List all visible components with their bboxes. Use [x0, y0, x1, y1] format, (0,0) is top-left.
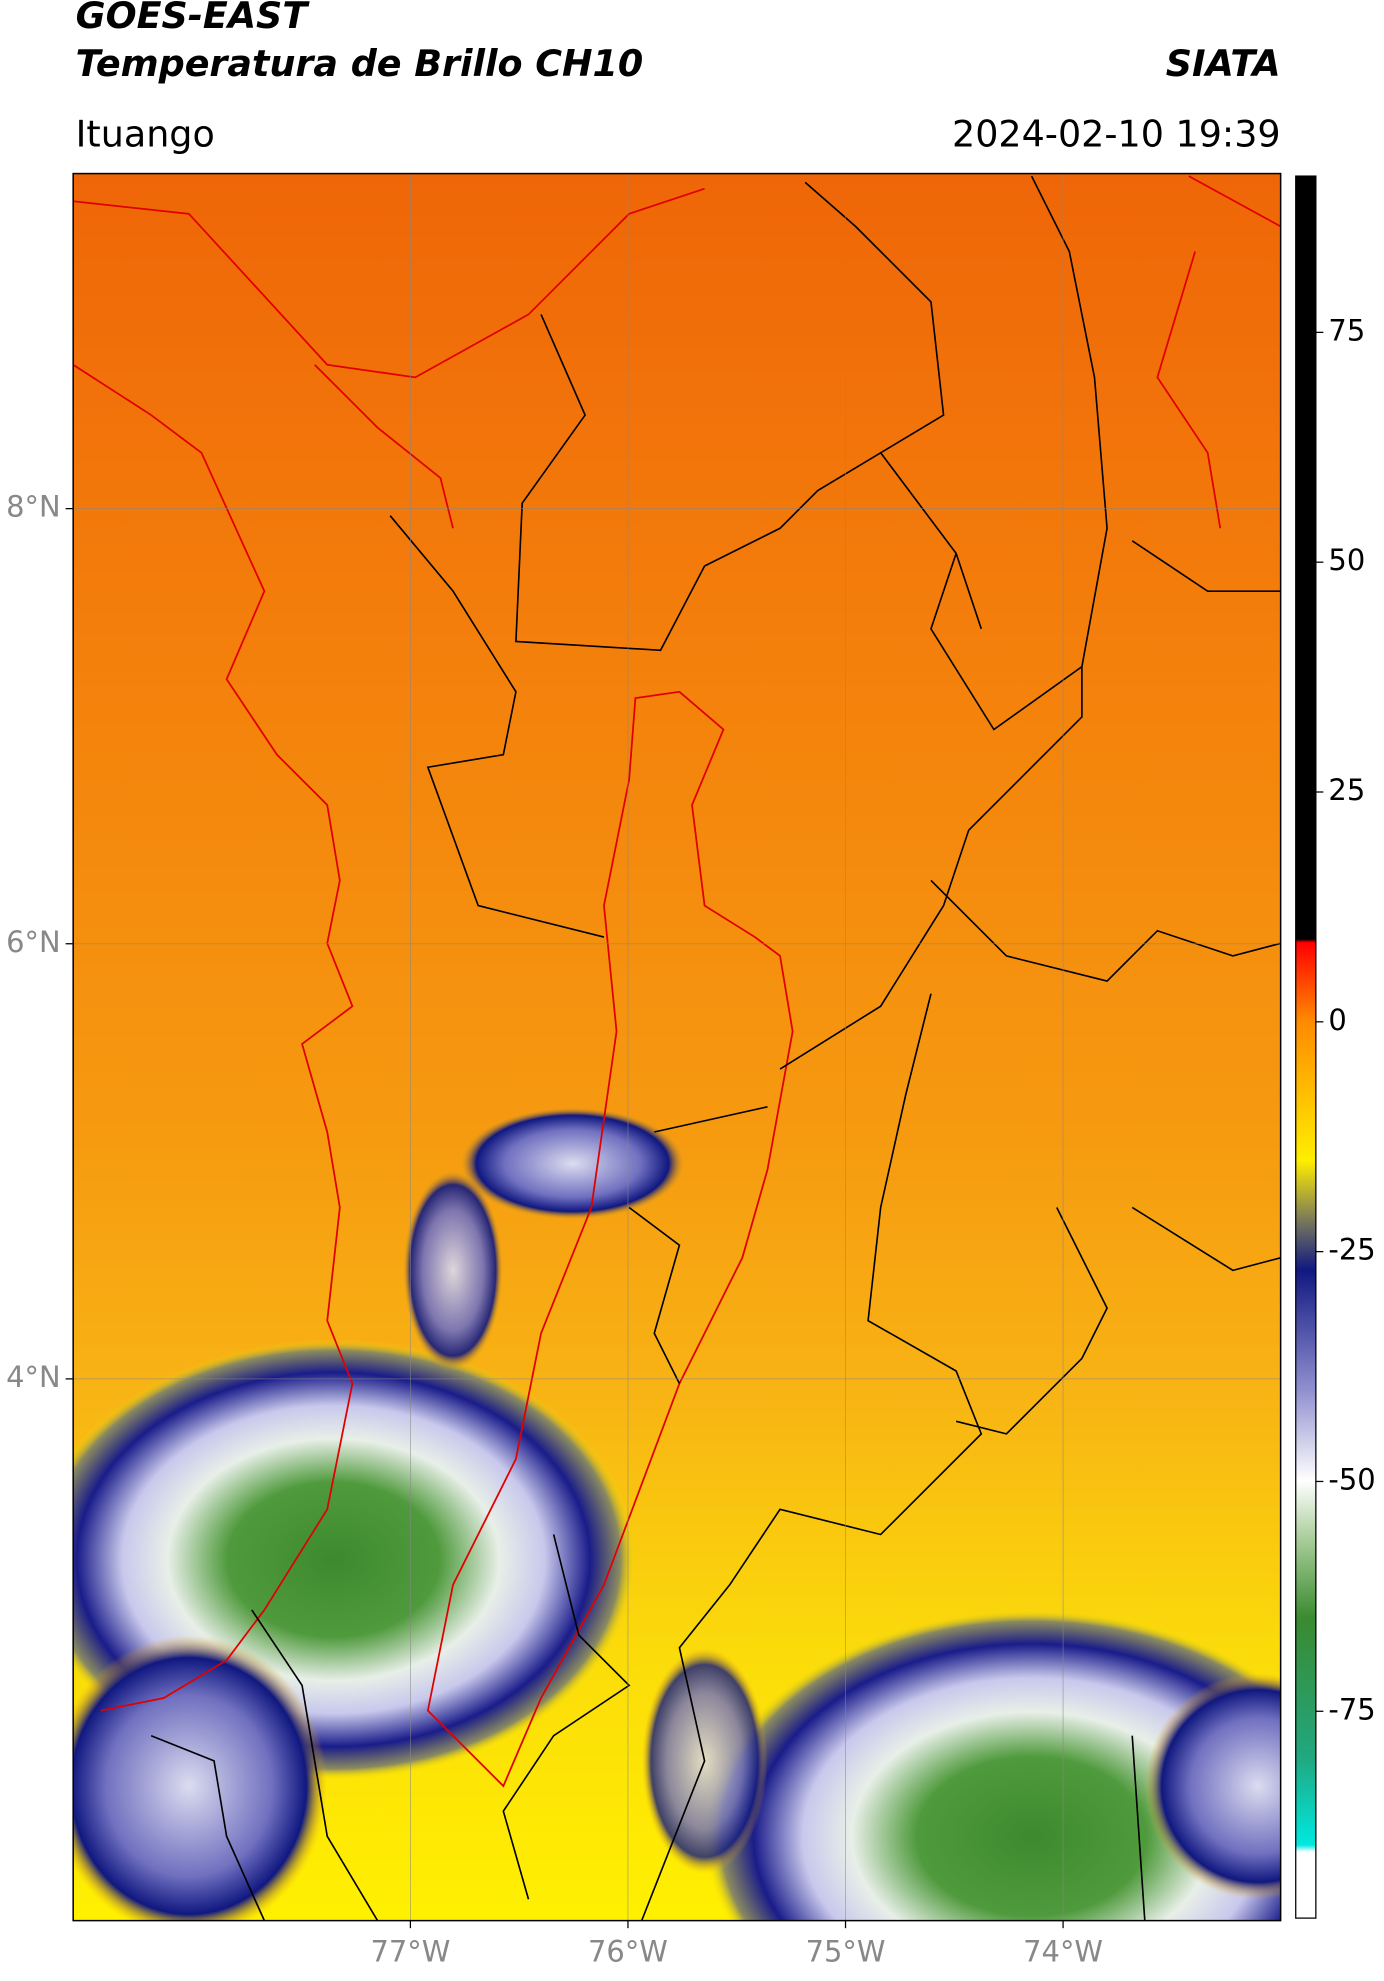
map-image [73, 173, 1281, 1921]
map-frame [72, 172, 1282, 1922]
x-tick-label: 74°W [1023, 1934, 1103, 1968]
y-tick-label: 4°N [6, 1360, 60, 1394]
coastline [73, 175, 1281, 1712]
brand: SIATA [1166, 42, 1281, 85]
subtitle: Temperatura de Brillo CH10 [76, 42, 644, 85]
x-tick-label: 76°W [588, 1934, 668, 1968]
cloud [459, 1106, 686, 1221]
title: GOES-EAST [76, 0, 311, 37]
y-tick-label: 6°N [6, 925, 60, 959]
grid [65, 173, 1281, 1929]
cloud [402, 1169, 504, 1371]
colorbar-tick-label: 75 [1328, 313, 1365, 347]
colorbar-tick-label: 25 [1328, 773, 1365, 807]
y-tick-label: 8°N [6, 490, 60, 524]
colorbar [1295, 175, 1317, 1919]
colorbar-tick-label: -75 [1328, 1692, 1375, 1726]
x-tick-label: 77°W [370, 1934, 450, 1968]
admin-border [150, 175, 1281, 1921]
colorbar-tick-label: -50 [1328, 1462, 1375, 1496]
cloud [1144, 1672, 1281, 1900]
colorbar-tick-label: 50 [1328, 543, 1365, 577]
x-tick-label: 75°W [806, 1934, 886, 1968]
cloud [704, 1610, 1281, 1921]
cloud [73, 1635, 328, 1921]
location: Ituango [76, 112, 215, 155]
region-outline [426, 690, 794, 1788]
timestamp: 2024-02-10 19:39 [952, 112, 1281, 155]
colorbar-tick-label: 0 [1328, 1003, 1346, 1037]
colorbar-ticks: 75 50 25 0 -25 -50 -75 [1315, 313, 1376, 1726]
colorbar-tick-label: -25 [1328, 1233, 1375, 1267]
